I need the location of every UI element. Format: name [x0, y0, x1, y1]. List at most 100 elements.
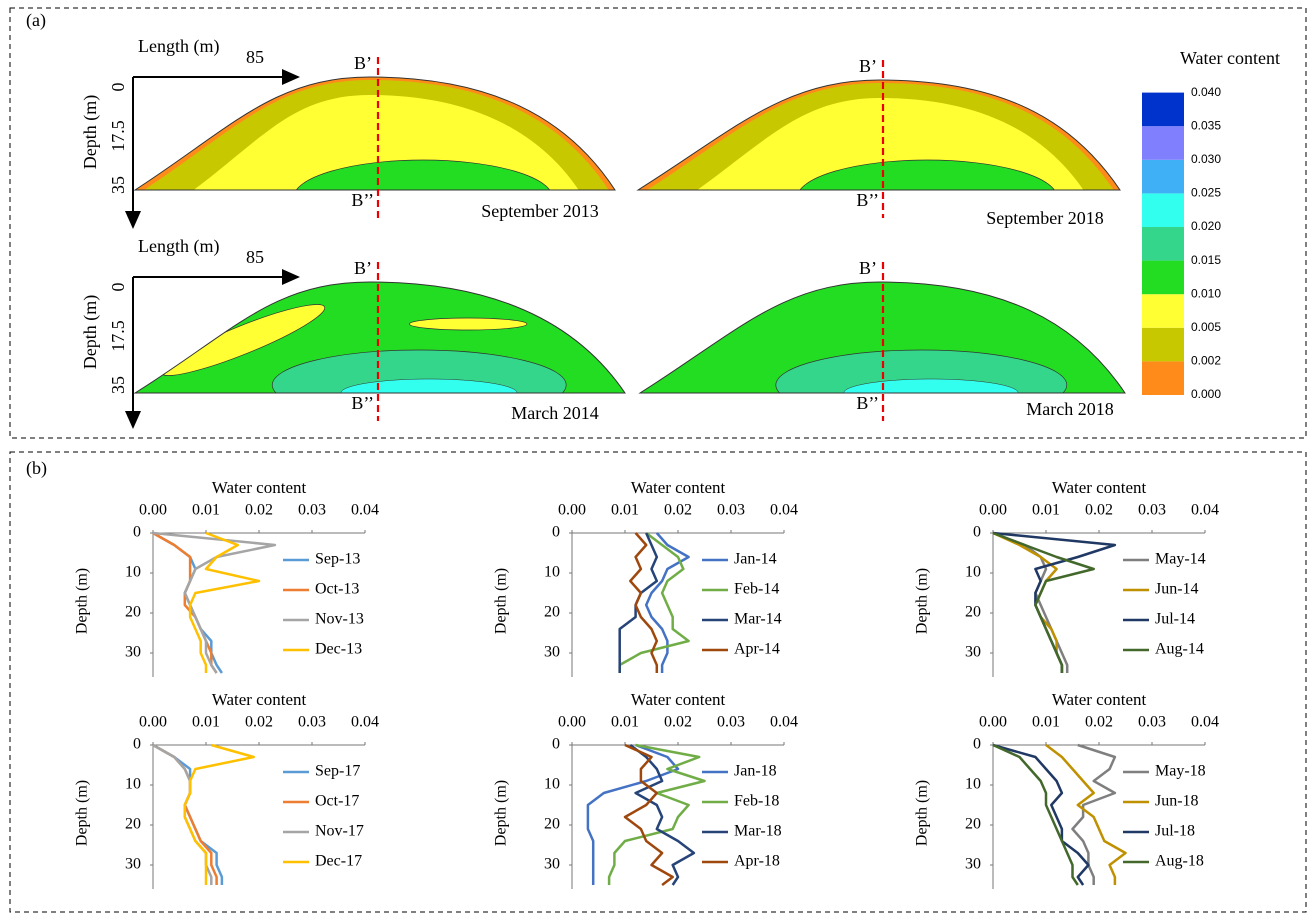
chart-title: Water content: [1052, 478, 1147, 497]
legend-label: Jul-14: [1155, 611, 1195, 628]
map-caption: March 2018: [1026, 399, 1113, 419]
contour-outline: [133, 76, 616, 191]
chart-title: Water content: [631, 478, 726, 497]
legend-label: Dec-13: [315, 641, 362, 658]
chart-title: Water content: [212, 690, 307, 709]
y-tick-label: 0: [133, 736, 141, 753]
panel-b-frame: [9, 451, 1307, 913]
colorbar-tick-label: 0.025: [1191, 186, 1221, 200]
x-tick-label: 0.04: [351, 714, 379, 731]
y-axis-label: Depth (m): [914, 780, 931, 846]
axis-label: Length (m): [138, 236, 219, 257]
x-tick-label: 0.02: [1085, 714, 1113, 731]
x-tick-label: 0.04: [770, 714, 798, 731]
legend-label: Nov-17: [315, 823, 364, 840]
legend-label: Feb-18: [734, 793, 779, 810]
y-axis-label: Depth (m): [74, 568, 91, 634]
section-label: B’: [859, 258, 877, 278]
x-tick-label: 0.03: [1138, 502, 1166, 519]
axis-tick-label: 85: [246, 47, 264, 67]
y-tick-label: 20: [125, 816, 141, 833]
legend-label: Jan-14: [734, 551, 777, 568]
contour-outline: [133, 281, 626, 394]
section-label: B’: [354, 258, 372, 278]
contour-map: [640, 282, 1125, 393]
chart-title: Water content: [631, 690, 726, 709]
legend-label: Apr-18: [734, 853, 780, 870]
legend-label: Mar-14: [734, 611, 782, 628]
data-line: [629, 744, 696, 886]
colorbar-tick-label: 0.015: [1191, 253, 1221, 267]
y-tick-label: 0: [552, 524, 560, 541]
y-axis-label: Depth (m): [493, 780, 510, 846]
y-tick-label: 20: [544, 604, 560, 621]
data-line: [623, 743, 674, 886]
section-label: B’’: [351, 190, 374, 210]
y-tick-label: 10: [965, 564, 981, 581]
legend-label: Sep-13: [315, 551, 360, 568]
map-caption: March 2014: [511, 403, 598, 423]
axis-tick-label: 35: [108, 176, 128, 194]
data-line: [618, 532, 690, 673]
data-line: [992, 743, 1090, 886]
axis-tick-label: 85: [246, 247, 264, 267]
colorbar-tick-label: 0.000: [1191, 387, 1221, 401]
legend-label: Nov-13: [315, 611, 364, 628]
data-line: [1045, 744, 1127, 885]
x-tick-label: 0.00: [979, 714, 1007, 731]
y-tick-label: 10: [965, 776, 981, 793]
y-tick-label: 0: [973, 524, 981, 541]
data-line: [183, 743, 255, 885]
legend-label: May-18: [1155, 763, 1206, 780]
axis-label: Depth (m): [80, 295, 101, 369]
legend-label: Jan-18: [734, 763, 777, 780]
x-tick-label: 0.03: [298, 714, 326, 731]
contour-map: [638, 80, 1120, 190]
data-line: [188, 531, 261, 673]
data-line: [1071, 743, 1117, 885]
y-tick-label: 20: [965, 816, 981, 833]
x-tick-label: 0.01: [1032, 714, 1060, 731]
x-tick-label: 0.01: [192, 502, 220, 519]
y-tick-label: 0: [552, 736, 560, 753]
section-label: B’: [859, 56, 877, 76]
axis-tick-label: 0: [108, 283, 128, 292]
y-tick-label: 20: [125, 604, 141, 621]
x-tick-label: 0.01: [611, 714, 639, 731]
y-tick-label: 10: [544, 776, 560, 793]
y-tick-label: 20: [965, 604, 981, 621]
x-tick-label: 0.04: [1191, 714, 1219, 731]
panel-a-frame: [9, 7, 1307, 439]
contour-map: [135, 77, 615, 190]
legend-label: Dec-17: [315, 853, 362, 870]
colorbar-cell: [1142, 294, 1184, 328]
axis-tick-label: 35: [108, 376, 128, 394]
contour-zone: [409, 317, 528, 331]
colorbar-cell: [1142, 159, 1184, 194]
x-tick-label: 0.02: [664, 714, 692, 731]
section-label: B’: [354, 53, 372, 73]
legend-label: May-14: [1155, 551, 1206, 568]
y-tick-label: 0: [133, 524, 141, 541]
legend-label: Jun-18: [1155, 793, 1199, 810]
data-line: [644, 532, 690, 673]
colorbar-cell: [1142, 327, 1184, 362]
x-tick-label: 0.03: [717, 502, 745, 519]
contour-zone: [293, 159, 553, 190]
data-line: [992, 531, 1117, 673]
x-tick-label: 0.04: [1191, 502, 1219, 519]
x-tick-label: 0.00: [979, 502, 1007, 519]
contour-zone: [843, 378, 1019, 393]
data-line: [992, 743, 1079, 886]
x-tick-label: 0.02: [664, 502, 692, 519]
x-tick-label: 0.04: [770, 502, 798, 519]
x-tick-label: 0.02: [1085, 502, 1113, 519]
panel-label: (a): [26, 10, 46, 31]
y-axis-label: Depth (m): [74, 780, 91, 846]
data-line: [152, 743, 213, 885]
colorbar-cell: [1142, 260, 1184, 295]
map-caption: September 2018: [986, 208, 1103, 228]
colorbar-tick-label: 0.005: [1191, 320, 1221, 334]
x-tick-label: 0.01: [1032, 502, 1060, 519]
y-tick-label: 10: [125, 776, 141, 793]
